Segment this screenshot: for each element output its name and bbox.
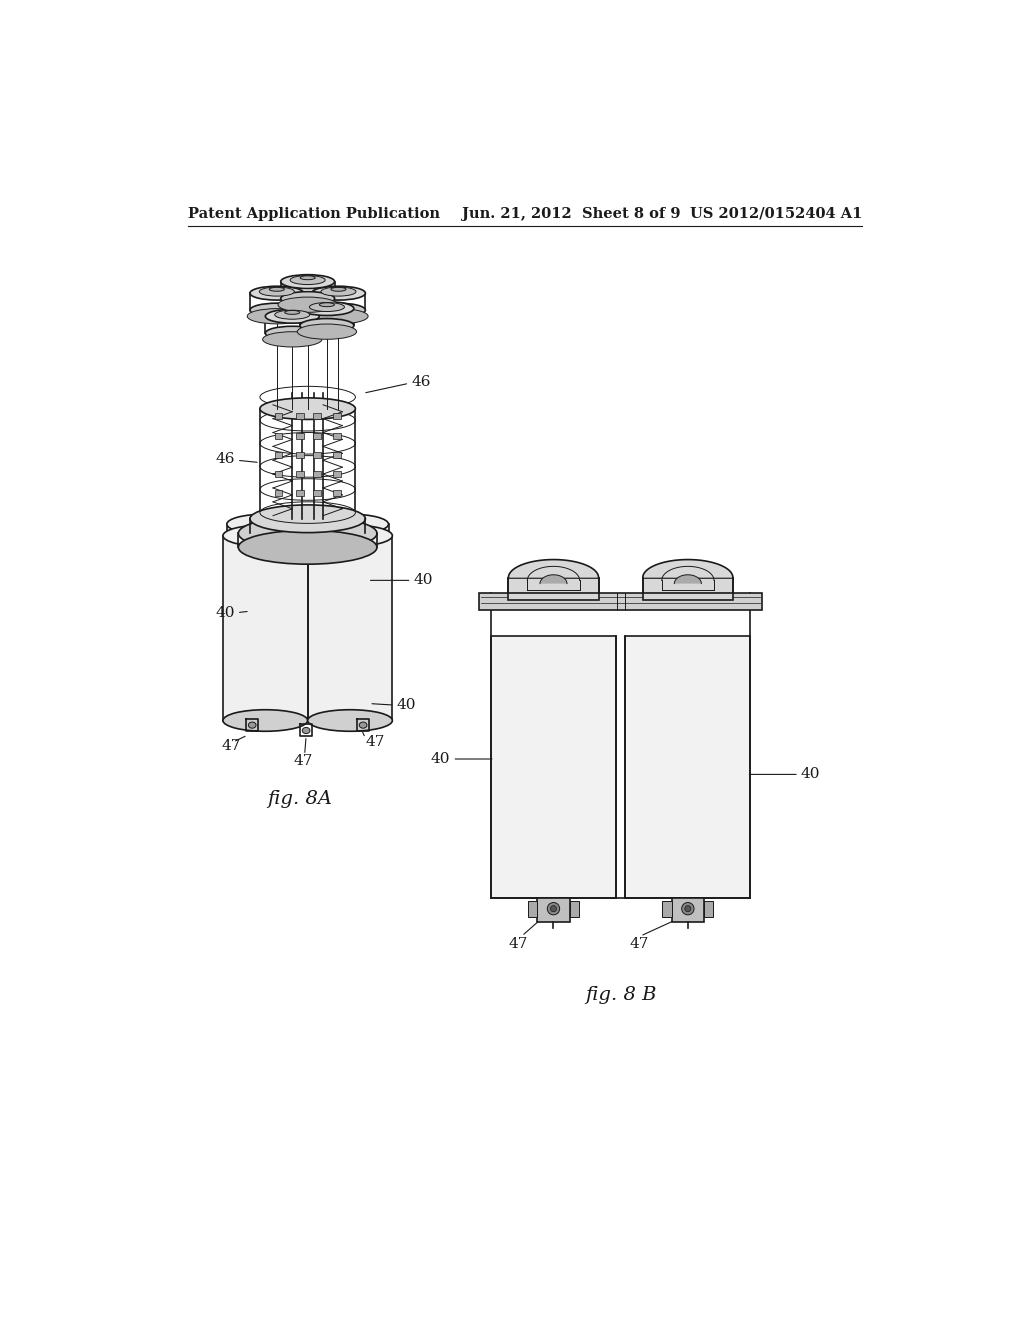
Bar	[274, 413, 283, 420]
Bar	[663, 902, 672, 917]
Text: 46: 46	[412, 375, 431, 388]
Text: 47: 47	[508, 937, 527, 950]
Ellipse shape	[269, 288, 285, 292]
Ellipse shape	[682, 903, 694, 915]
Text: 47: 47	[293, 754, 312, 767]
Bar	[509, 578, 598, 599]
Bar	[274, 471, 283, 477]
Ellipse shape	[321, 288, 356, 296]
Ellipse shape	[226, 515, 304, 535]
Ellipse shape	[265, 309, 319, 323]
Text: 40: 40	[801, 767, 820, 781]
Text: 46: 46	[215, 451, 234, 466]
Text: Patent Application Publication: Patent Application Publication	[188, 207, 440, 220]
Text: fig. 8 B: fig. 8 B	[586, 986, 656, 1005]
Bar	[296, 433, 304, 438]
Text: 40: 40	[413, 573, 433, 587]
Ellipse shape	[250, 286, 304, 300]
Ellipse shape	[551, 906, 557, 912]
Ellipse shape	[685, 906, 691, 912]
Text: 47: 47	[629, 937, 648, 950]
Text: US 2012/0152404 A1: US 2012/0152404 A1	[690, 207, 862, 220]
Ellipse shape	[307, 710, 392, 731]
Ellipse shape	[311, 304, 366, 317]
Text: 40: 40	[396, 698, 416, 711]
Ellipse shape	[285, 310, 300, 314]
Text: Jun. 21, 2012  Sheet 8 of 9: Jun. 21, 2012 Sheet 8 of 9	[462, 207, 680, 220]
Ellipse shape	[309, 302, 344, 312]
Ellipse shape	[319, 302, 335, 306]
Bar	[333, 490, 341, 496]
Ellipse shape	[281, 292, 335, 305]
Bar	[672, 898, 705, 923]
Bar	[705, 902, 714, 917]
Ellipse shape	[331, 288, 346, 292]
Text: 40: 40	[215, 606, 234, 619]
Bar	[296, 490, 304, 496]
Bar	[313, 490, 321, 496]
Bar	[538, 898, 569, 923]
Polygon shape	[226, 524, 304, 709]
Ellipse shape	[311, 700, 388, 719]
Ellipse shape	[359, 722, 367, 729]
Ellipse shape	[223, 710, 307, 731]
Ellipse shape	[311, 515, 388, 535]
Bar	[643, 578, 733, 599]
Bar	[333, 451, 341, 458]
Ellipse shape	[307, 525, 392, 546]
Bar	[274, 451, 283, 458]
Bar	[296, 471, 304, 477]
Bar	[490, 636, 616, 898]
Bar	[296, 413, 304, 420]
Ellipse shape	[239, 516, 377, 550]
Ellipse shape	[265, 326, 319, 341]
Bar	[296, 451, 304, 458]
Polygon shape	[223, 536, 307, 721]
Bar	[333, 433, 341, 438]
Bar	[274, 433, 283, 438]
Bar	[569, 902, 579, 917]
Ellipse shape	[239, 531, 377, 564]
Bar	[313, 413, 321, 420]
Ellipse shape	[290, 276, 326, 285]
Bar	[313, 451, 321, 458]
Text: 47: 47	[221, 739, 241, 752]
Bar	[479, 594, 762, 610]
Ellipse shape	[278, 297, 337, 313]
Bar	[313, 471, 321, 477]
Ellipse shape	[250, 304, 304, 317]
Bar	[313, 433, 321, 438]
Bar	[333, 413, 341, 420]
Ellipse shape	[302, 727, 310, 734]
Ellipse shape	[300, 318, 354, 333]
Ellipse shape	[223, 525, 307, 546]
Ellipse shape	[309, 309, 368, 323]
Ellipse shape	[297, 323, 356, 339]
Ellipse shape	[250, 504, 366, 532]
Ellipse shape	[262, 331, 322, 347]
Ellipse shape	[547, 903, 560, 915]
Bar	[528, 902, 538, 917]
Ellipse shape	[249, 722, 256, 729]
Polygon shape	[311, 524, 388, 709]
Ellipse shape	[247, 309, 306, 323]
Polygon shape	[307, 536, 392, 721]
Ellipse shape	[259, 288, 294, 296]
Ellipse shape	[281, 275, 335, 289]
Bar	[333, 471, 341, 477]
Text: 40: 40	[431, 752, 451, 766]
Ellipse shape	[300, 301, 354, 315]
Bar	[626, 636, 751, 898]
Ellipse shape	[300, 276, 315, 280]
Bar	[274, 490, 283, 496]
Ellipse shape	[226, 700, 304, 719]
Ellipse shape	[260, 397, 355, 420]
Ellipse shape	[274, 310, 310, 319]
Ellipse shape	[311, 286, 366, 300]
Text: fig. 8A: fig. 8A	[267, 789, 333, 808]
Text: 47: 47	[366, 735, 385, 748]
